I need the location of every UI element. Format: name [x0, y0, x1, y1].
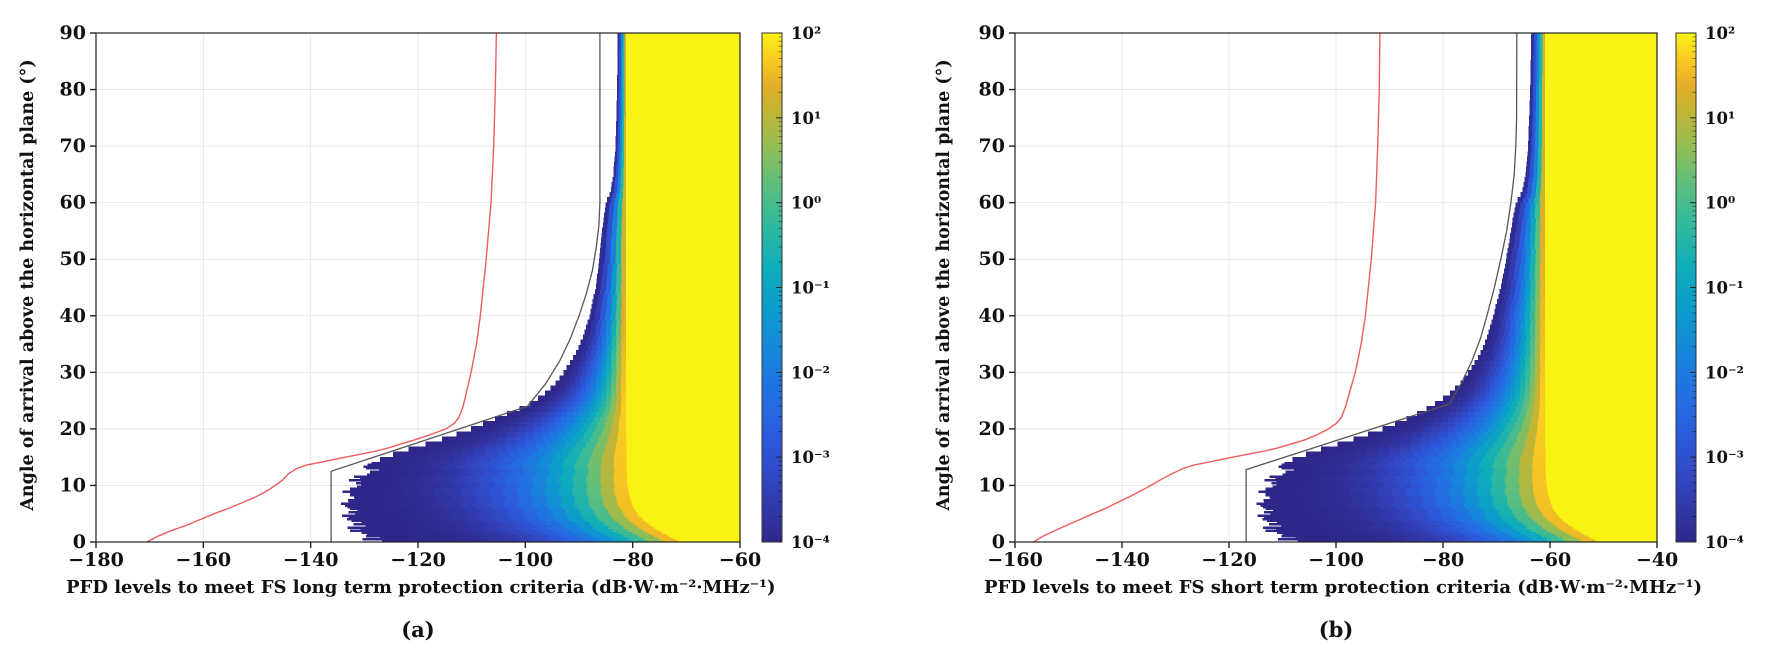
x-tick-label: −80 — [1422, 549, 1464, 571]
y-tick-label: 20 — [60, 418, 86, 440]
y-tick-label: 40 — [60, 305, 86, 327]
y-tick-label: 70 — [979, 135, 1005, 157]
x-tick-label: −140 — [1094, 549, 1150, 571]
x-axis-title-b: PFD levels to meet FS short term protect… — [984, 577, 1703, 598]
y-tick-label: 90 — [979, 22, 1005, 44]
panel-caption-a: (a) — [401, 617, 435, 642]
red-curve-a — [146, 33, 498, 542]
x-tick-label: −160 — [176, 549, 232, 571]
x-tick-label: −120 — [1201, 549, 1257, 571]
y-tick-label: 20 — [979, 418, 1005, 440]
y-axis-title-b: Angle of arrival above the horizontal pl… — [934, 59, 954, 511]
red-curve-b — [1033, 33, 1381, 542]
y-tick-label: 10 — [979, 474, 1005, 496]
x-tick-label: −100 — [1308, 549, 1364, 571]
y-tick-label: 80 — [979, 79, 1005, 101]
y-tick-label: 50 — [979, 248, 1005, 270]
plot-area-a: −180 −160 −140 −120 −100 −80 −60 0 10 20 30 40 50 60 7… — [60, 22, 830, 571]
density-heatmap-a — [340, 33, 740, 542]
y-tick-label: 10 — [60, 474, 86, 496]
gray-step-curve-b — [1245, 33, 1518, 542]
colorbar-tick-label: 10¹ — [1705, 109, 1735, 128]
x-tick-label: −40 — [1636, 549, 1678, 571]
x-tick-label: −140 — [283, 549, 339, 571]
plot-area-b: −160 −140 −120 −100 −80 −60 −40 0 10 20 30 40 50 60 70… — [979, 22, 1744, 571]
y-tick-label: 90 — [60, 22, 86, 44]
colorbar-tick-label: 10⁻¹ — [1705, 279, 1744, 298]
colorbar-tick-label: 10⁻⁴ — [791, 533, 830, 552]
colorbar-tick-label: 10⁻¹ — [791, 279, 830, 298]
colorbar-tick-label: 10⁰ — [791, 194, 821, 213]
x-tick-label: −80 — [611, 549, 653, 571]
colorbar-tick-label: 10¹ — [791, 109, 821, 128]
y-tick-label: 60 — [60, 192, 86, 214]
colorbar-tick-label: 10⁻⁴ — [1705, 533, 1744, 552]
axes-b: −160 −140 −120 −100 −80 −60 −40 0 10 20 30 40 50 60 70… — [979, 22, 1679, 571]
x-tick-label: −120 — [390, 549, 446, 571]
x-tick-label: −160 — [987, 549, 1043, 571]
colorbar-tick-label: 10⁻² — [1705, 363, 1744, 382]
colorbar-tick-label: 10⁰ — [1705, 194, 1735, 213]
gray-step-curve-a — [330, 33, 601, 542]
colorbar-b: 10² 10¹ 10⁰ 10⁻¹ 10⁻² 10⁻³ 10⁻⁴ — [1675, 24, 1744, 552]
x-tick-label: −180 — [68, 549, 124, 571]
density-heatmap-b — [1256, 33, 1657, 542]
x-axis-title-a: PFD levels to meet FS long term protecti… — [66, 577, 776, 598]
y-tick-label: 70 — [60, 135, 86, 157]
x-tick-label: −60 — [719, 549, 761, 571]
y-tick-label: 40 — [979, 305, 1005, 327]
y-tick-label: 30 — [979, 361, 1005, 383]
colorbar-tick-label: 10⁻² — [791, 363, 830, 382]
colorbar-tick-label: 10² — [791, 24, 821, 43]
y-tick-label: 80 — [60, 79, 86, 101]
colorbar-a: 10² 10¹ 10⁰ 10⁻¹ 10⁻² 10⁻³ 10⁻⁴ — [761, 24, 830, 552]
colorbar-tick-label: 10⁻³ — [791, 448, 830, 467]
x-tick-label: −60 — [1529, 549, 1571, 571]
axes-a: −180 −160 −140 −120 −100 −80 −60 0 10 20 30 40 50 60 7… — [60, 22, 762, 571]
y-tick-label: 0 — [992, 531, 1005, 553]
panel-caption-b: (b) — [1318, 617, 1354, 642]
y-tick-label: 50 — [60, 248, 86, 270]
colorbar-tick-label: 10⁻³ — [1705, 448, 1744, 467]
y-axis-title-a: Angle of arrival above the horizontal pl… — [18, 59, 38, 511]
y-tick-label: 60 — [979, 192, 1005, 214]
y-tick-label: 30 — [60, 361, 86, 383]
x-tick-label: −100 — [498, 549, 554, 571]
y-tick-label: 0 — [73, 531, 86, 553]
colorbar-tick-label: 10² — [1705, 24, 1735, 43]
